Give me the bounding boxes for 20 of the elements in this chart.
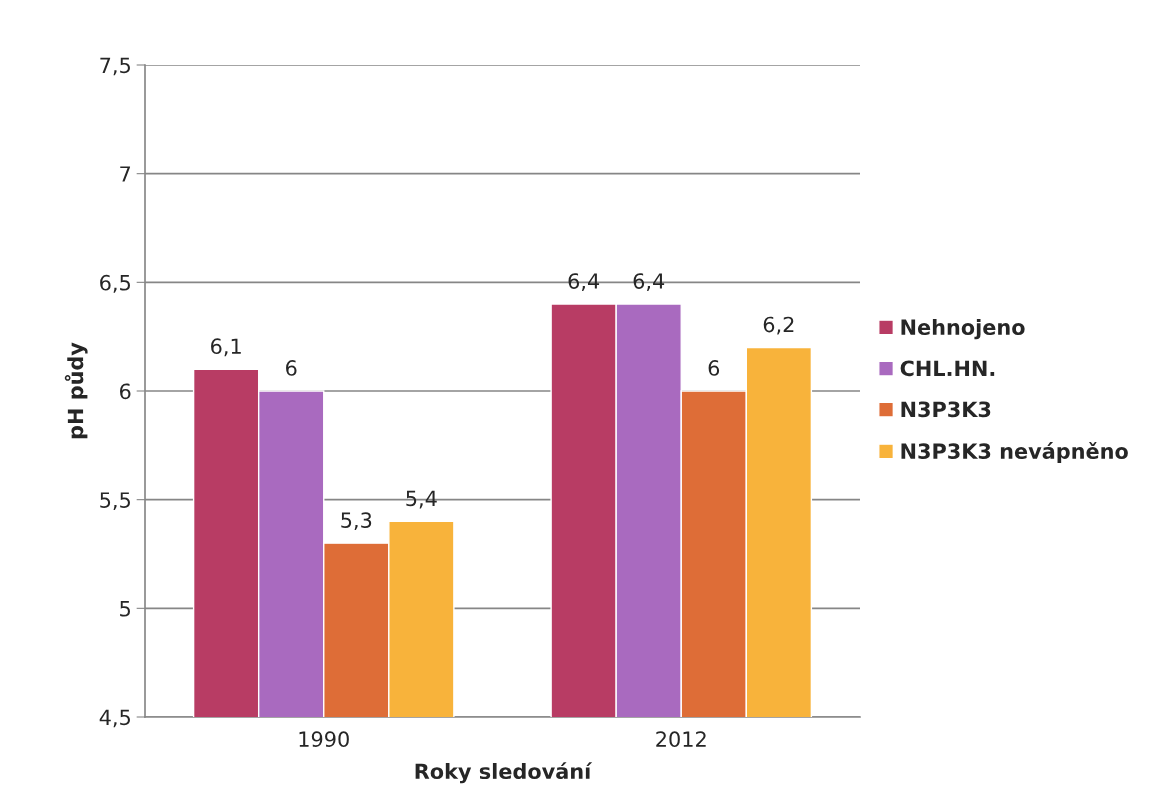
data-label: 5,3 xyxy=(341,512,372,531)
x-tick-label: 1990 xyxy=(299,731,349,748)
y-axis-title: pH půdy xyxy=(64,342,88,439)
y-tick-label: 5 xyxy=(120,601,130,617)
data-label: 6,2 xyxy=(763,316,794,335)
legend-label: N3P3K3 nevápněno xyxy=(901,442,1128,464)
legend-label: CHL.HN. xyxy=(900,360,995,377)
legend-label: Nehnojeno xyxy=(901,318,1025,340)
y-tick-label: 6 xyxy=(120,383,131,400)
x-axis-title: Roky sledování xyxy=(415,762,593,784)
y-tick-label: 6,5 xyxy=(100,274,130,293)
y-tick-label: 7 xyxy=(120,166,131,182)
x-tick-label: 2012 xyxy=(656,731,706,748)
y-tick-label: 4,5 xyxy=(99,709,130,728)
legend-label: N3P3K3 xyxy=(901,401,991,418)
y-tick-label: 5,5 xyxy=(100,492,130,510)
data-label: 6,1 xyxy=(211,338,241,357)
data-label: 6 xyxy=(708,360,720,376)
y-tick-label: 7,5 xyxy=(100,57,130,76)
data-label: 6 xyxy=(286,360,297,376)
